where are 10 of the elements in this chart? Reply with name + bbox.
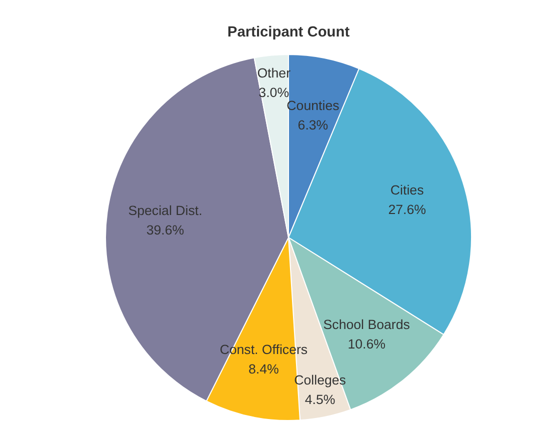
data-label: 10.6%	[348, 336, 386, 352]
data-label: 27.6%	[388, 202, 426, 218]
data-label: 8.4%	[248, 362, 279, 377]
data-label: 4.5%	[304, 392, 336, 408]
slice-label: Special Dist.	[128, 203, 202, 218]
data-label: 39.6%	[146, 222, 184, 238]
slice-label: School Boards	[323, 317, 410, 332]
chart-title: Participant Count	[227, 24, 350, 40]
data-label: 6.3%	[298, 118, 328, 133]
slice-label: Cities	[390, 182, 424, 198]
